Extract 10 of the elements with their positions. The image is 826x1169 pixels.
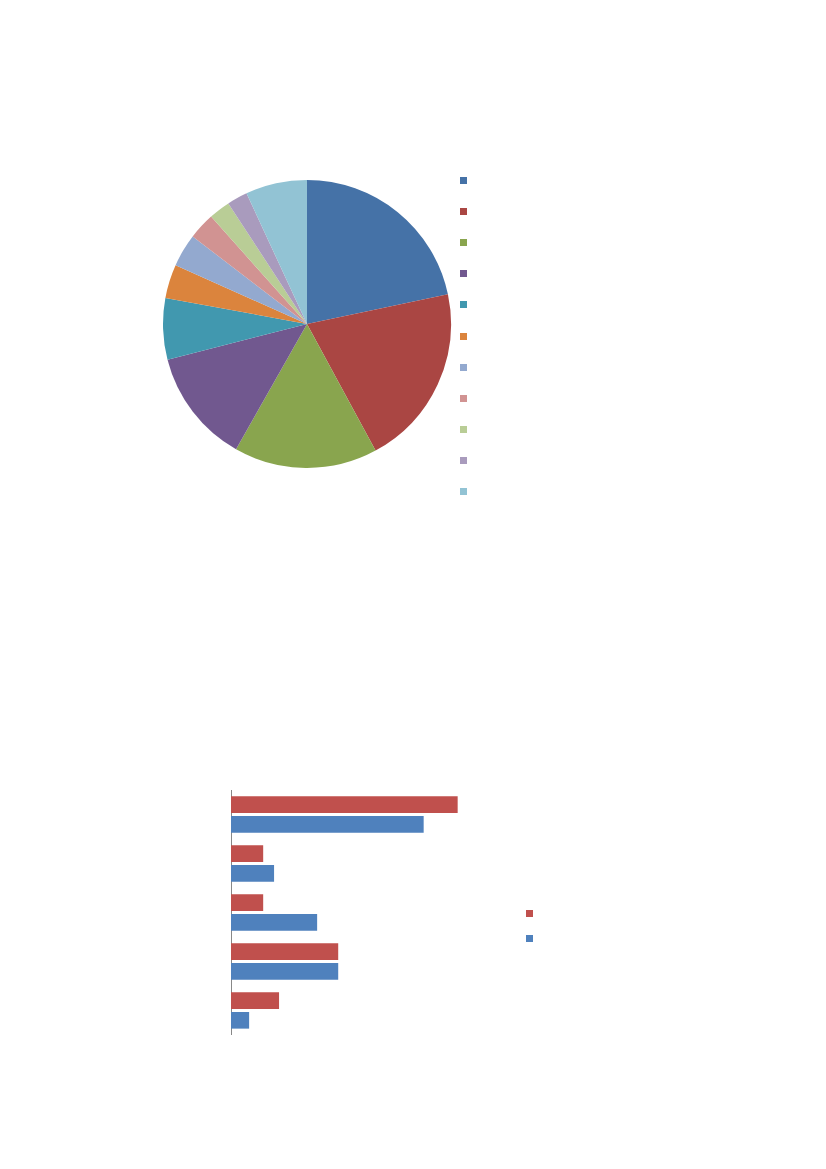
bar bbox=[231, 845, 264, 863]
bar bbox=[231, 913, 318, 931]
bar bbox=[231, 1011, 250, 1029]
bar bbox=[231, 962, 339, 980]
bar bbox=[231, 815, 424, 833]
bar bbox=[231, 943, 339, 961]
bar bbox=[231, 992, 280, 1010]
bar bbox=[231, 894, 264, 912]
bar bbox=[231, 796, 458, 814]
bar bbox=[231, 864, 275, 882]
